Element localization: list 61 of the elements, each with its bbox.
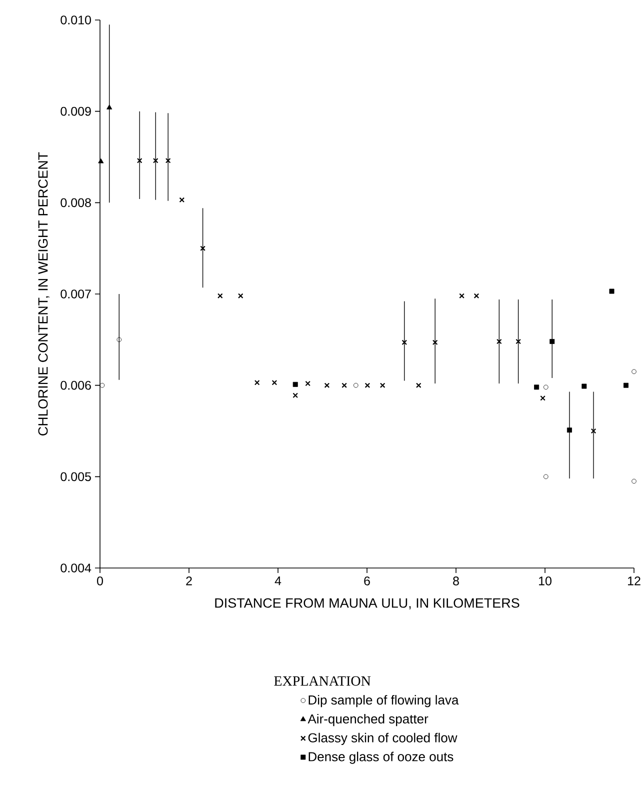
- point: [100, 382, 105, 388]
- point: [544, 474, 548, 480]
- y-tick-label: 0.006: [60, 380, 91, 390]
- point: [516, 338, 521, 344]
- point: [353, 382, 358, 388]
- y-axis-title: CHLORINE CONTENT, IN WEIGHT PERCENT: [38, 152, 50, 436]
- point: [292, 382, 298, 387]
- point: [98, 158, 104, 164]
- point: [534, 384, 540, 390]
- point: [474, 293, 480, 298]
- point: [116, 337, 122, 342]
- point: [342, 382, 347, 388]
- point: [632, 478, 636, 484]
- point: [582, 384, 587, 389]
- x-tick-label: 12: [628, 576, 640, 586]
- point: [416, 382, 422, 388]
- point: [217, 293, 223, 298]
- point: [632, 369, 636, 374]
- point: [459, 293, 464, 298]
- y-tick-label: 0.005: [60, 472, 91, 482]
- legend-label: Glassy skin of cooled flow: [308, 732, 458, 745]
- y-tick-label: 0.008: [60, 198, 91, 208]
- y-tick-label: 0.004: [60, 564, 92, 572]
- legend-label: Air-quenched spatter: [308, 714, 428, 726]
- point: [364, 382, 370, 388]
- point: [566, 428, 572, 433]
- point: [165, 158, 171, 164]
- x-axis-title: DISTANCE FROM MAUNA ULU, IN KILOMETERS: [215, 598, 520, 610]
- point: [152, 158, 158, 164]
- point: [238, 293, 244, 298]
- point: [402, 340, 408, 346]
- point: [305, 380, 310, 386]
- y-tick-label: 0.009: [60, 106, 91, 116]
- point: [292, 392, 298, 398]
- x-tick-label: 2: [186, 576, 192, 586]
- point: [624, 382, 628, 388]
- point: [609, 288, 614, 294]
- point: [200, 246, 206, 251]
- point: [550, 339, 555, 344]
- x-tick-label: 4: [274, 576, 282, 586]
- point: [380, 382, 386, 388]
- legend-title: EXPLANATION: [274, 676, 371, 686]
- y-tick-label: 0.010: [60, 16, 91, 24]
- x-tick-label: 8: [453, 576, 459, 586]
- point: [590, 428, 596, 434]
- point: [272, 380, 278, 386]
- point: [540, 395, 546, 401]
- point: [179, 197, 185, 203]
- x-tick-label: 0: [97, 576, 103, 586]
- point: [432, 340, 438, 346]
- x-tick-label: 6: [364, 576, 370, 586]
- point: [254, 380, 260, 386]
- legend-label: Dip sample of flowing lava: [308, 695, 459, 708]
- point: [544, 384, 548, 390]
- legend-label: Dense glass of ooze outs: [308, 752, 454, 764]
- x-tick-label: 10: [539, 576, 552, 586]
- point: [324, 382, 330, 388]
- point: [106, 104, 112, 110]
- point: [496, 338, 502, 344]
- y-tick-label: 0.007: [60, 290, 91, 298]
- point: [136, 158, 142, 164]
